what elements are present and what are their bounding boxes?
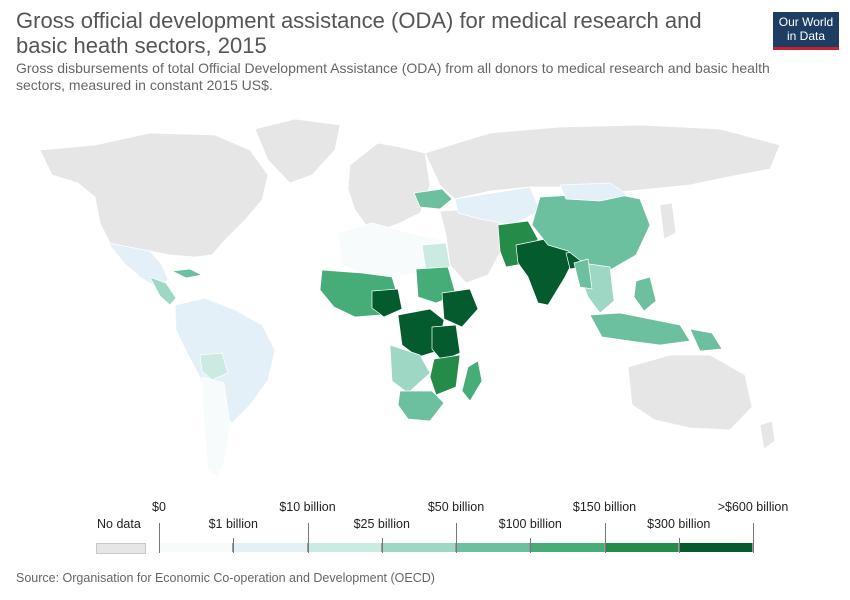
legend-tick xyxy=(381,538,383,553)
region-indonesia[interactable] xyxy=(589,312,691,346)
region-south-america[interactable] xyxy=(174,297,276,424)
region-southern-africa[interactable] xyxy=(397,390,445,422)
legend-tick xyxy=(307,523,309,553)
chart-title: Gross official development assistance (O… xyxy=(16,8,702,58)
source-note: Source: Organisation for Economic Co-ope… xyxy=(16,571,435,585)
logo-accent-bar xyxy=(773,47,839,50)
legend-tick xyxy=(233,538,235,553)
region-ukraine[interactable] xyxy=(413,188,453,210)
region-north-america[interactable] xyxy=(39,132,269,258)
legend-label: $10 billion xyxy=(279,500,336,514)
region-caribbean[interactable] xyxy=(171,268,203,279)
region-mozambique[interactable] xyxy=(429,354,461,396)
region-angola-zambia[interactable] xyxy=(389,344,431,394)
legend-tick xyxy=(753,523,754,553)
color-legend: No data $0 $1 billion $10 billion $25 billi… xyxy=(0,495,850,565)
world-map xyxy=(39,118,781,478)
region-ethiopia[interactable] xyxy=(441,288,479,328)
legend-label: $150 billion xyxy=(572,500,637,514)
legend-label: $0 xyxy=(152,500,166,514)
legend-swatch[interactable] xyxy=(604,543,679,552)
region-australia[interactable] xyxy=(627,354,753,431)
region-egypt[interactable] xyxy=(421,242,451,272)
legend-swatch[interactable] xyxy=(456,543,531,552)
legend-swatch[interactable] xyxy=(159,543,234,552)
legend-label-max: >$600 billion xyxy=(717,500,789,514)
chart-subtitle: Gross disbursements of total Official De… xyxy=(16,60,770,93)
legend-label: $25 billion xyxy=(353,517,410,531)
legend-label: $50 billion xyxy=(427,500,485,514)
legend-label: $300 billion xyxy=(647,517,711,531)
region-europe[interactable] xyxy=(347,142,431,231)
legend-swatch[interactable] xyxy=(233,543,308,552)
region-southern-cone[interactable] xyxy=(201,376,231,478)
legend-swatch[interactable] xyxy=(530,543,605,552)
legend-swatch[interactable] xyxy=(307,543,382,552)
region-nigeria[interactable] xyxy=(371,288,403,318)
region-bolivia[interactable] xyxy=(199,352,229,381)
region-new-zealand[interactable] xyxy=(759,420,776,450)
region-papua-new-guinea[interactable] xyxy=(689,328,723,352)
logo-line2: in Data xyxy=(786,29,826,43)
region-madagascar[interactable] xyxy=(461,360,483,402)
legend-tick xyxy=(604,523,606,553)
legend-nodata-swatch xyxy=(96,543,146,554)
legend-tick xyxy=(678,538,680,553)
region-japan[interactable] xyxy=(659,202,677,240)
legend-swatch[interactable] xyxy=(678,543,753,552)
legend-tick xyxy=(159,523,160,553)
legend-swatch[interactable] xyxy=(381,543,456,552)
region-russia[interactable] xyxy=(424,124,781,200)
owid-logo[interactable]: Our World in Data xyxy=(773,12,839,50)
legend-label: $100 billion xyxy=(498,517,562,531)
region-philippines[interactable] xyxy=(633,276,657,312)
legend-nodata-label: No data xyxy=(97,517,141,531)
region-central-america[interactable] xyxy=(149,276,177,306)
region-greenland[interactable] xyxy=(254,118,341,184)
legend-tick xyxy=(456,523,457,553)
region-myanmar[interactable] xyxy=(573,258,593,290)
region-mongolia[interactable] xyxy=(559,182,629,202)
legend-label: $1 billion xyxy=(208,517,258,531)
legend-tick xyxy=(530,538,532,553)
logo-line1: Our World xyxy=(778,15,834,29)
